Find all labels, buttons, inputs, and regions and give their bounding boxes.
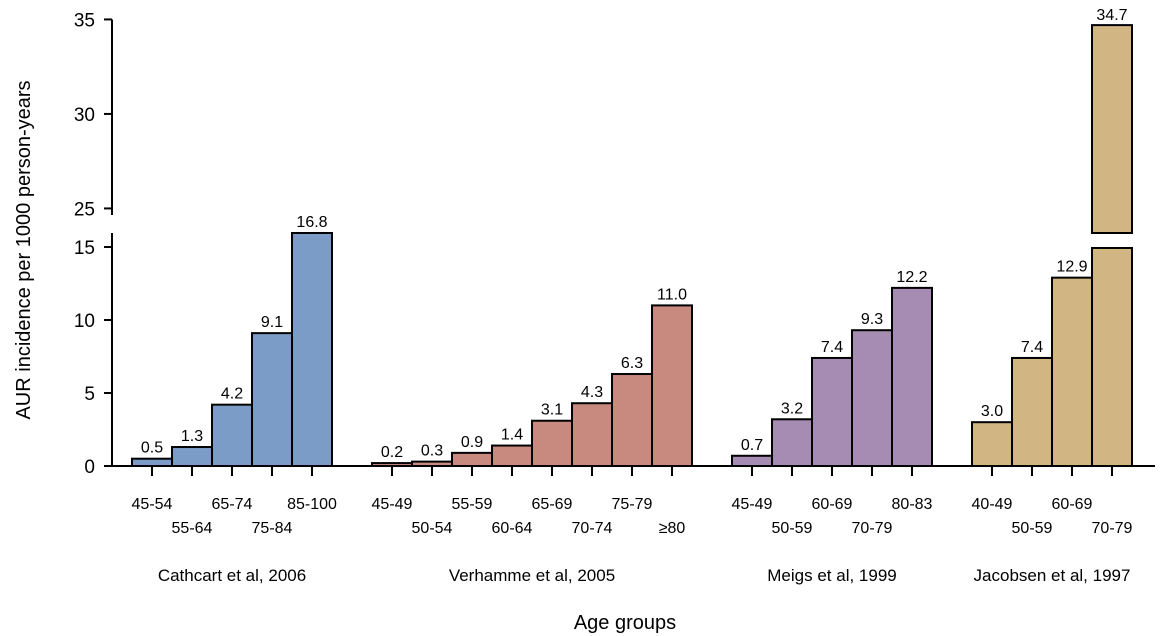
x-tick-label: 70-79 [1092, 520, 1133, 537]
bar-value-label: 1.3 [181, 428, 203, 445]
x-tick-label: 80-83 [892, 496, 933, 513]
x-tick-label: 70-74 [572, 520, 613, 537]
bar [531, 419, 573, 467]
bar [851, 329, 893, 467]
y-axis-label: AUR incidence per 1000 person-years [13, 80, 35, 419]
x-tick-label: 55-64 [172, 520, 213, 537]
study-label: Jacobsen et al, 1997 [974, 566, 1131, 585]
bar-value-label: 3.2 [781, 400, 803, 417]
bar [731, 454, 773, 467]
x-tick-label: 50-54 [412, 520, 453, 537]
y-tick-label: 25 [74, 199, 95, 220]
bar [971, 421, 1013, 468]
x-tick-label: 75-79 [612, 496, 653, 513]
x-axis-label: Age groups [574, 612, 676, 634]
x-tick-label: 45-54 [132, 496, 173, 513]
bar-value-label: 7.4 [1021, 339, 1043, 356]
y-tick-label: 5 [84, 384, 95, 405]
bar [1091, 247, 1133, 467]
bar-value-label: 4.3 [581, 384, 603, 401]
bar-value-label: 12.9 [1056, 259, 1087, 276]
x-tick-label: 40-49 [972, 496, 1013, 513]
x-tick-label: 75-84 [252, 520, 293, 537]
bar-value-label: 9.1 [261, 314, 283, 331]
x-tick-label: 85-100 [287, 496, 337, 513]
y-tick-label: 10 [74, 311, 95, 332]
bar [411, 460, 453, 467]
study-label: Meigs et al, 1999 [767, 566, 896, 585]
bar-value-label: 0.9 [461, 434, 483, 451]
bar-value-label: 11.0 [657, 286, 687, 303]
bar [651, 304, 693, 467]
bar-value-label: 0.5 [141, 440, 163, 457]
bar [571, 402, 613, 467]
bar-value-label: 0.2 [381, 444, 403, 461]
x-tick-label: 45-49 [732, 496, 773, 513]
y-tick-label: 30 [74, 105, 95, 126]
bar [1051, 276, 1093, 467]
bar [211, 403, 253, 467]
x-tick-label: 50-59 [1012, 520, 1053, 537]
bar [291, 232, 333, 467]
study-label: Verhamme et al, 2005 [449, 566, 615, 585]
bar-value-label: 0.7 [741, 437, 763, 454]
bar [891, 286, 933, 467]
bar-value-label: 16.8 [296, 214, 327, 231]
x-tick-label: 45-49 [372, 496, 413, 513]
bar-value-label: 4.2 [221, 386, 243, 403]
bar [451, 451, 493, 467]
bar-value-label: 1.4 [501, 427, 523, 444]
bar [251, 332, 293, 468]
bar [771, 418, 813, 467]
x-tick-label: 60-64 [492, 520, 533, 537]
y-tick-label: 15 [74, 238, 95, 259]
bar [611, 373, 653, 467]
x-tick-label: 60-69 [1052, 496, 1093, 513]
bar [131, 457, 173, 468]
bar [1091, 24, 1133, 234]
x-tick-label: 60-69 [812, 496, 853, 513]
y-tick-label: 0 [84, 457, 95, 478]
bar-value-label: 6.3 [621, 355, 643, 372]
x-tick-label: 65-74 [212, 496, 253, 513]
bar [371, 462, 413, 467]
x-tick-label: 65-69 [532, 496, 573, 513]
bar-value-label: 0.3 [421, 443, 443, 460]
bar [491, 444, 533, 467]
bar [1011, 356, 1053, 467]
bar [171, 446, 213, 467]
x-tick-label: ≥80 [659, 520, 686, 537]
study-label: Cathcart et al, 2006 [158, 566, 306, 585]
y-tick-label: 35 [74, 10, 95, 31]
x-tick-label: 50-59 [772, 520, 813, 537]
bar-value-label: 34.7 [1096, 7, 1127, 24]
bar-value-label: 3.0 [981, 403, 1003, 420]
bar-value-label: 9.3 [861, 311, 883, 328]
bar [811, 356, 853, 467]
x-tick-label: 55-59 [452, 496, 493, 513]
x-tick-label: 70-79 [852, 520, 893, 537]
bar-value-label: 3.1 [541, 402, 563, 419]
bar-value-label: 7.4 [821, 339, 843, 356]
bar-value-label: 12.2 [896, 269, 927, 286]
